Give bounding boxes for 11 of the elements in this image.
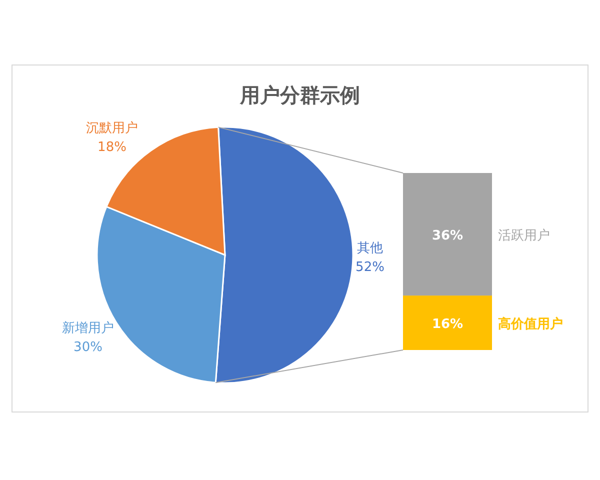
series-label: 活跃用户 <box>498 228 550 244</box>
data-label: 16% <box>432 316 464 332</box>
data-label: 30% <box>74 340 102 355</box>
slice-label: 其他 <box>357 241 383 256</box>
slice-label: 新增用户 <box>62 321 114 336</box>
data-label: 18% <box>98 140 126 155</box>
slice-label: 沉默用户 <box>86 121 138 136</box>
data-label: 36% <box>432 228 464 244</box>
data-label: 52% <box>356 260 384 275</box>
series-label: 高价值用户 <box>498 316 563 332</box>
chart-title: 用户分群示例 <box>239 83 360 107</box>
